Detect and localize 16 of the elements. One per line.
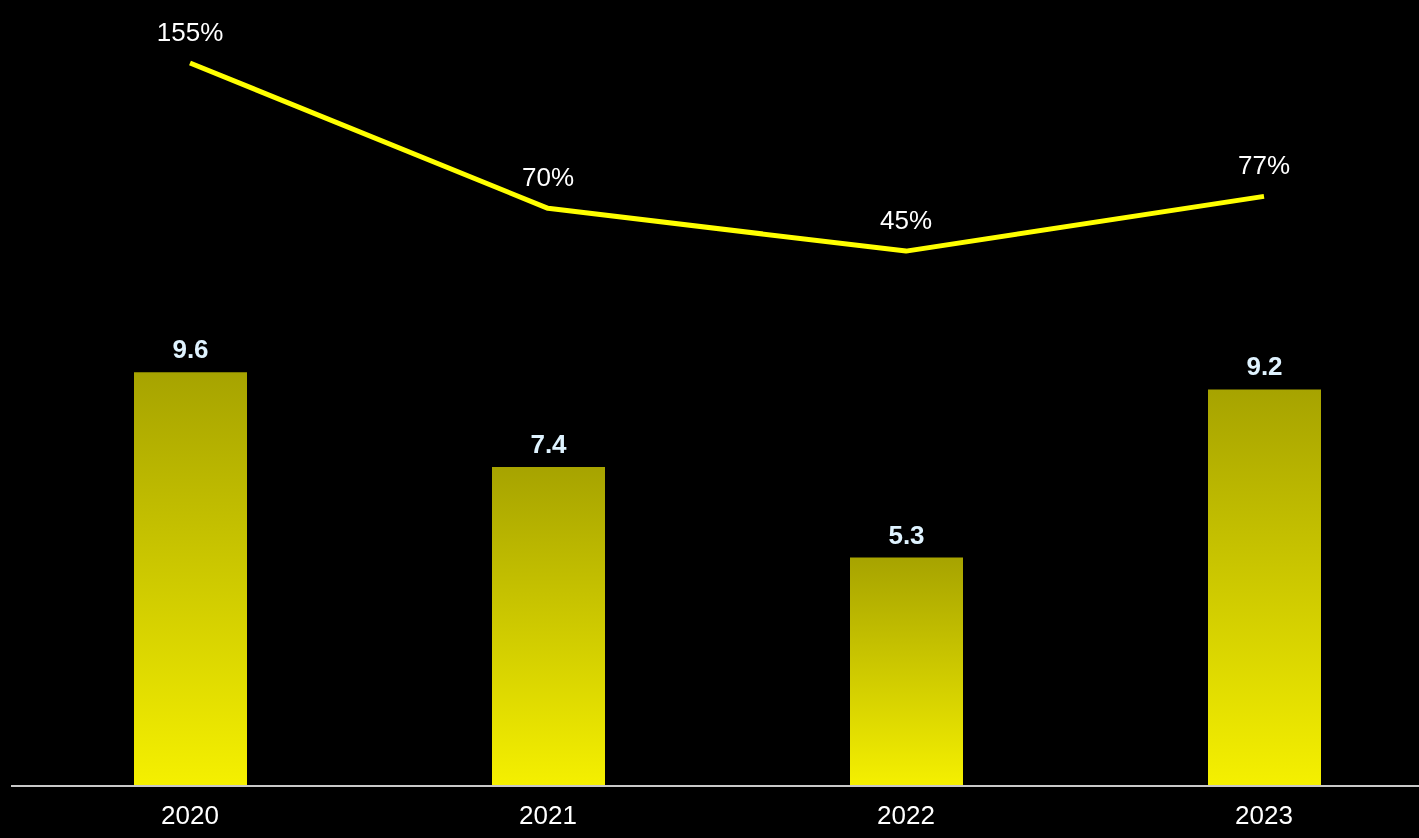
bar	[134, 372, 247, 786]
data-label: 5.3	[888, 519, 925, 550]
data-label: 77%	[1237, 150, 1291, 181]
bar	[1208, 389, 1321, 786]
data-label: 9.6	[172, 334, 209, 365]
data-label: 7.4	[530, 428, 568, 459]
x-tick-label: 2020	[161, 800, 219, 831]
x-tick-label: 2021	[519, 800, 577, 831]
data-label: 70%	[521, 162, 575, 193]
data-label: 45%	[879, 205, 933, 236]
data-label: 155%	[156, 17, 224, 48]
x-tick-label: 2022	[877, 800, 935, 831]
data-label: 9.2	[1246, 351, 1283, 382]
x-tick-label: 2023	[1235, 800, 1293, 831]
bar	[850, 557, 963, 786]
bar	[492, 466, 605, 786]
